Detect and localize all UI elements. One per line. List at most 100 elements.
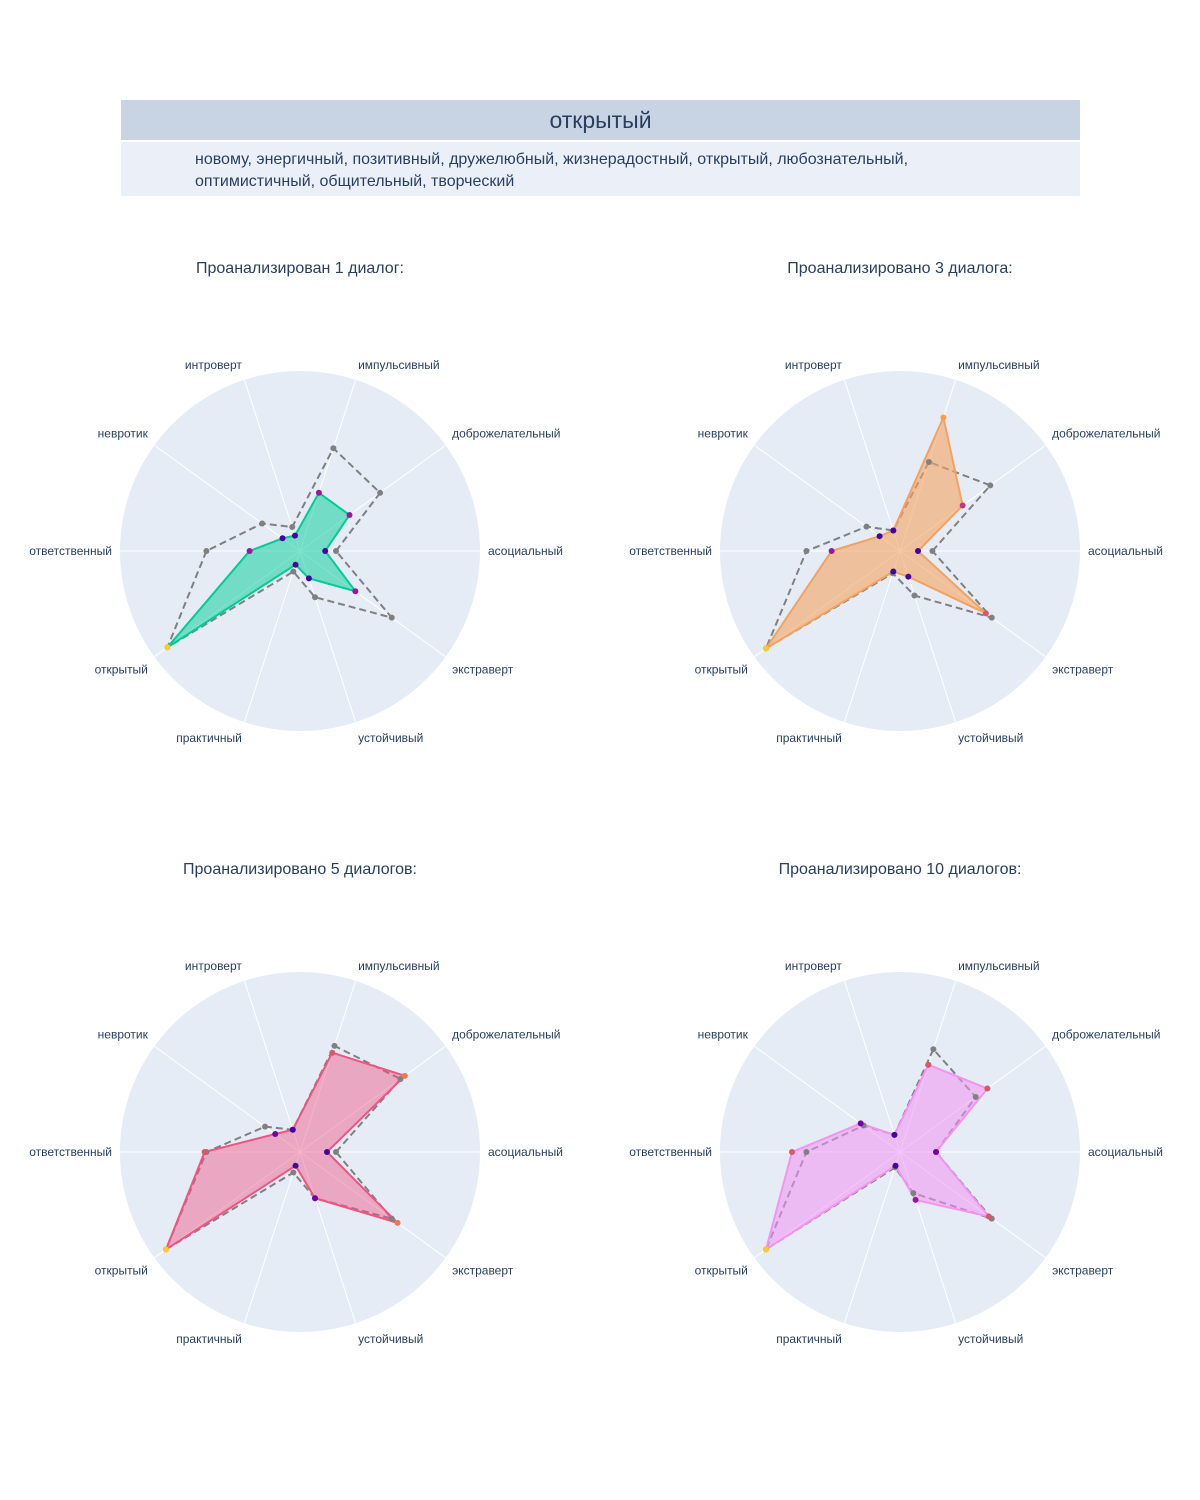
reference-point-8	[312, 594, 319, 601]
axis-line	[243, 550, 301, 723]
axis-label-6: открытый	[95, 1264, 148, 1278]
radar-chart-2: Проанализировано 3 диалога: асоциальный до…	[629, 260, 1163, 745]
axis-label-2: импульсивный	[958, 358, 1039, 372]
axis-label-0: асоциальный	[488, 1145, 563, 1159]
value-point-9	[982, 610, 989, 617]
axis-line	[843, 1151, 901, 1324]
reference-point-4	[863, 523, 870, 530]
axis-label-5: ответственный	[629, 1145, 712, 1159]
value-point-1	[959, 502, 966, 509]
value-point-8	[912, 1196, 919, 1203]
axis-line	[843, 379, 901, 552]
value-point-7	[292, 1162, 299, 1169]
axis-label-6: открытый	[95, 663, 148, 677]
reference-point-3	[289, 524, 296, 531]
value-point-6	[763, 645, 770, 652]
value-point-3	[890, 527, 897, 534]
axis-label-3: интроверт	[185, 358, 242, 372]
axis-label-5: ответственный	[629, 544, 712, 558]
axis-label-0: асоциальный	[488, 544, 563, 558]
value-point-1	[984, 1085, 991, 1092]
reference-point-4	[259, 520, 266, 527]
value-point-4	[876, 533, 883, 540]
value-point-8	[905, 573, 912, 580]
axis-line	[754, 444, 901, 552]
axis-label-3: интроверт	[785, 358, 842, 372]
axis-line	[154, 444, 301, 552]
axis-label-2: импульсивный	[358, 959, 439, 973]
value-point-5	[828, 548, 835, 554]
axis-label-8: устойчивый	[958, 731, 1023, 745]
axis-line	[299, 1151, 446, 1259]
value-point-3	[289, 1126, 296, 1133]
value-point-3	[891, 1131, 898, 1138]
value-point-2	[315, 489, 322, 496]
reference-point-9	[988, 614, 995, 621]
axis-line	[299, 1045, 446, 1153]
value-point-9	[352, 588, 359, 595]
reference-point-1	[377, 489, 384, 496]
value-point-5	[201, 1149, 208, 1155]
axis-label-9: экстраверт	[452, 663, 514, 677]
axis-label-0: асоциальный	[1088, 544, 1163, 558]
axis-label-7: практичный	[176, 1332, 242, 1346]
value-point-4	[857, 1120, 864, 1127]
value-point-6	[763, 1246, 770, 1253]
value-point-8	[312, 1195, 319, 1202]
reference-point-0	[333, 548, 339, 554]
reference-point-8	[911, 592, 918, 599]
value-point-7	[890, 568, 897, 575]
axis-label-3: интроверт	[185, 959, 242, 973]
axis-label-0: асоциальный	[1088, 1145, 1163, 1159]
axis-label-8: устойчивый	[358, 731, 423, 745]
chart-subtitle: Проанализировано 5 диалогов:	[183, 861, 417, 878]
header-text: новому, энергичный, позитивный, дружелюб…	[121, 142, 1080, 196]
axis-line	[843, 980, 901, 1153]
value-point-1	[401, 1072, 408, 1079]
axis-label-9: экстраверт	[1052, 1264, 1114, 1278]
axis-label-3: интроверт	[785, 959, 842, 973]
axis-label-4: невротик	[698, 426, 749, 440]
axis-label-6: открытый	[695, 663, 748, 677]
axis-line	[243, 1151, 301, 1324]
reference-point-8	[910, 1190, 917, 1197]
value-point-8	[305, 575, 312, 582]
value-point-6	[164, 644, 171, 651]
reference-point-1	[987, 482, 994, 489]
reference-point-5	[803, 1149, 810, 1155]
axis-line	[243, 379, 301, 552]
reference-point-9	[388, 1215, 395, 1222]
radar-chart-4: Проанализировано 10 диалогов: асоциальный…	[629, 861, 1163, 1346]
reference-point-7	[290, 1169, 297, 1176]
value-point-2	[940, 414, 947, 421]
radar-chart-3: Проанализировано 5 диалогов: асоциальный д…	[29, 861, 563, 1346]
value-point-4	[272, 1131, 279, 1138]
reference-point-1	[972, 1093, 979, 1100]
value-point-2	[925, 1061, 932, 1068]
axis-label-1: доброжелательный	[452, 1027, 560, 1041]
value-point-0	[933, 1149, 939, 1155]
axis-line	[243, 980, 301, 1153]
reference-point-2	[925, 458, 932, 465]
value-point-2	[329, 1049, 336, 1056]
value-point-3	[291, 532, 298, 539]
axis-label-1: доброжелательный	[452, 426, 560, 440]
reference-trace	[165, 446, 395, 650]
value-point-9	[394, 1219, 401, 1226]
radar-chart-1: Проанализирован 1 диалог: асоциальный добр…	[29, 260, 563, 745]
axis-label-6: открытый	[695, 1264, 748, 1278]
value-point-1	[346, 512, 353, 519]
axis-label-5: ответственный	[29, 544, 112, 558]
reference-point-2	[330, 445, 337, 452]
axis-label-1: доброжелательный	[1052, 1027, 1160, 1041]
axis-label-5: ответственный	[29, 1145, 112, 1159]
axis-line	[299, 980, 357, 1153]
axis-label-7: практичный	[776, 731, 842, 745]
value-point-9	[985, 1213, 992, 1220]
reference-point-2	[930, 1046, 937, 1053]
axis-line	[299, 1151, 357, 1324]
axis-label-7: практичный	[176, 731, 242, 745]
chart-subtitle: Проанализирован 1 диалог:	[196, 260, 404, 277]
chart-subtitle: Проанализировано 3 диалога:	[787, 260, 1012, 277]
